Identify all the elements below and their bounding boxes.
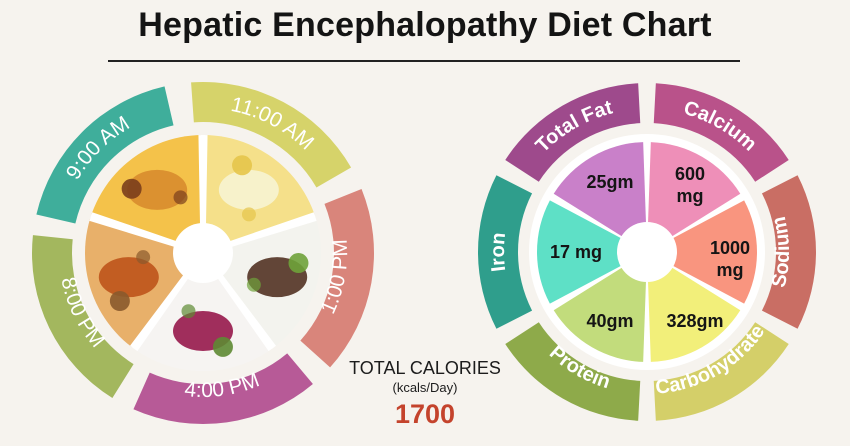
- nutrient-name-label: Iron: [487, 232, 510, 273]
- nutrient-wedge: [537, 200, 647, 304]
- meal-time-segment: [300, 188, 374, 368]
- nutrient-value: 25gm: [586, 172, 633, 192]
- nutrient-value: 600 mg: [675, 164, 705, 206]
- nutrient-wedge: [647, 142, 741, 252]
- nutrient-wedge: [647, 252, 741, 362]
- nutrient-name-label: Sodium: [768, 215, 794, 290]
- nutrient-ring-segment: [505, 322, 641, 421]
- total-calories-value: 1700: [394, 399, 456, 429]
- title-underline: [108, 60, 740, 62]
- nutrient-ring-segment: [653, 83, 789, 182]
- nutrient-wheel: Total Fat CalciumSodiumCarbohydrateProtei…: [478, 83, 816, 421]
- nutrient-value: 17 mg: [550, 242, 602, 262]
- nutrient-wedge: [647, 200, 757, 304]
- nutrient-wheel-hub: [617, 222, 677, 282]
- meal-time-segment: [31, 235, 134, 399]
- nutrient-wedge: [553, 252, 647, 362]
- total-calories-unit: (kcals/Day): [392, 380, 458, 395]
- meal-time-segment: [191, 82, 352, 188]
- nutrient-ring-segment: [505, 83, 641, 182]
- meal-time-segment: [36, 86, 174, 224]
- nutrient-value: 328gm: [666, 311, 723, 331]
- page-title: Hepatic Encephalopathy Diet Chart: [138, 6, 712, 44]
- nutrient-ring-segment: [761, 175, 816, 329]
- total-calories-label: TOTAL CALORIES: [349, 358, 501, 378]
- nutrient-wedge: [553, 142, 647, 252]
- nutrient-ring-segment: [478, 175, 533, 329]
- nutrient-value: 40gm: [586, 311, 633, 331]
- meal-wheel-hub: [173, 223, 233, 283]
- meal-time-segment: [133, 353, 313, 424]
- nutrient-value: 1000 mg: [710, 238, 750, 280]
- nutrient-ring-segment: [653, 322, 789, 421]
- dosa-with-chutneys-icon: [85, 135, 206, 257]
